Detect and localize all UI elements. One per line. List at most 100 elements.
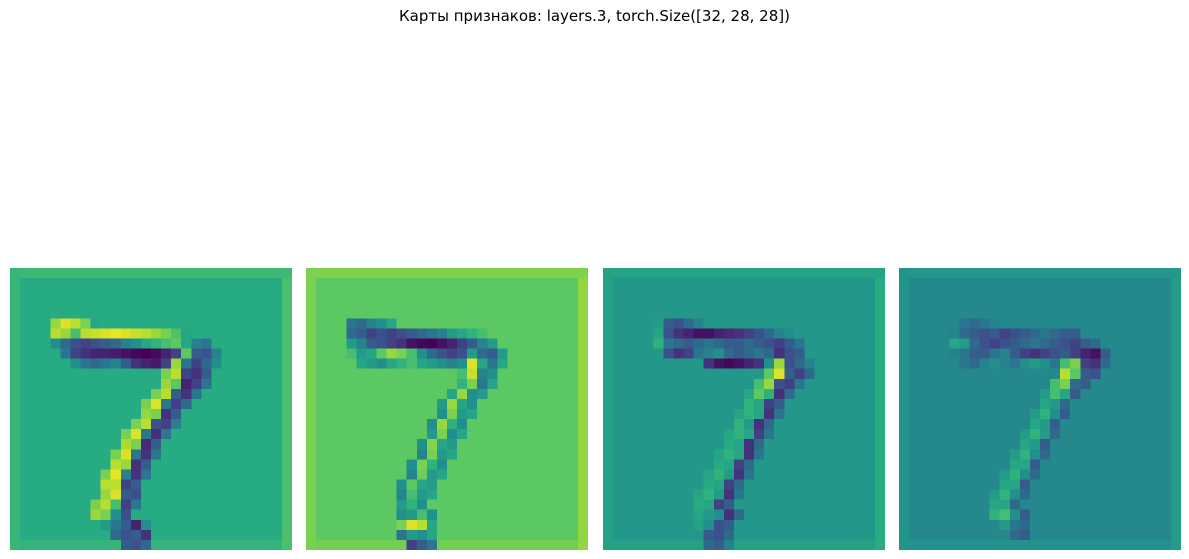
- heatmap-cell: [527, 419, 538, 430]
- heatmap-cell: [191, 509, 202, 520]
- heatmap-cell: [1170, 368, 1181, 379]
- heatmap-cell: [1070, 429, 1081, 440]
- heatmap-cell: [326, 388, 337, 400]
- heatmap-cell: [854, 338, 866, 349]
- heatmap-cell: [969, 519, 980, 531]
- heatmap-cell: [316, 439, 327, 450]
- heatmap-cell: [1170, 268, 1181, 279]
- heatmap-cell: [764, 388, 775, 400]
- heatmap-cell: [366, 439, 377, 450]
- heatmap-cell: [447, 348, 458, 359]
- heatmap-cell: [1050, 419, 1061, 430]
- heatmap-cell: [316, 539, 327, 550]
- heatmap-cell: [171, 449, 182, 460]
- heatmap-cell: [929, 459, 940, 470]
- heatmap-cell: [306, 328, 317, 339]
- heatmap-cell: [899, 338, 910, 349]
- heatmap-cell: [251, 409, 262, 420]
- heatmap-cell: [20, 298, 31, 309]
- heatmap-cell: [623, 328, 634, 339]
- heatmap-cell: [929, 298, 940, 309]
- heatmap-cell: [447, 288, 458, 299]
- heatmap-cell: [346, 308, 357, 319]
- heatmap-cell: [683, 539, 694, 550]
- heatmap-cell: [527, 398, 538, 410]
- heatmap-cell: [231, 489, 242, 500]
- heatmap-cell: [733, 308, 745, 319]
- heatmap-cell: [90, 509, 101, 520]
- heatmap-cell: [376, 469, 387, 480]
- heatmap-cell: [1040, 298, 1051, 309]
- heatmap-cell: [1009, 429, 1021, 440]
- heatmap-cell: [744, 278, 755, 289]
- heatmap-cell: [171, 298, 182, 309]
- heatmap-cell: [416, 469, 428, 480]
- heatmap-cell: [386, 429, 397, 440]
- heatmap-cell: [959, 368, 970, 379]
- heatmap-cell: [834, 439, 845, 450]
- heatmap-cell: [346, 288, 357, 299]
- heatmap-cell: [477, 298, 488, 309]
- heatmap-cell: [336, 268, 347, 279]
- heatmap-cell: [120, 328, 132, 339]
- heatmap-cell: [201, 489, 212, 500]
- heatmap-cell: [436, 459, 448, 470]
- heatmap-cell: [1150, 318, 1162, 329]
- heatmap-cell: [406, 419, 417, 430]
- heatmap-cell: [40, 519, 51, 531]
- heatmap-cell: [436, 499, 448, 510]
- heatmap-cell: [426, 278, 438, 289]
- heatmap-cell: [537, 479, 548, 490]
- heatmap-cell: [130, 499, 142, 510]
- heatmap-cell: [844, 509, 855, 520]
- heatmap-cell: [30, 268, 41, 279]
- heatmap-cell: [436, 278, 448, 289]
- heatmap-cell: [959, 539, 970, 550]
- heatmap-cell: [989, 338, 1000, 349]
- heatmap-cell: [959, 398, 970, 410]
- heatmap-cell: [271, 509, 283, 520]
- heatmap-cell: [261, 539, 273, 550]
- heatmap-cell: [366, 388, 377, 400]
- heatmap-cell: [567, 298, 579, 309]
- heatmap-cell: [814, 278, 825, 289]
- heatmap-cell: [376, 409, 387, 420]
- heatmap-cell: [653, 368, 664, 379]
- heatmap-cell: [171, 358, 182, 369]
- heatmap-cell: [909, 318, 920, 329]
- heatmap-cell: [613, 429, 624, 440]
- heatmap-cell: [663, 519, 674, 531]
- heatmap-cell: [1080, 459, 1091, 470]
- heatmap-cell: [824, 479, 835, 490]
- heatmap-cell: [477, 358, 488, 369]
- heatmap-cell: [191, 298, 202, 309]
- heatmap-cell: [201, 328, 212, 339]
- heatmap-cell: [10, 368, 21, 379]
- heatmap-cell: [603, 409, 614, 420]
- heatmap-cell: [1019, 419, 1031, 430]
- heatmap-cell: [436, 429, 448, 440]
- heatmap-cell: [643, 368, 654, 379]
- heatmap-cell: [834, 318, 845, 329]
- heatmap-cell: [211, 459, 222, 470]
- heatmap-cell: [316, 449, 327, 460]
- heatmap-cell: [1160, 449, 1172, 460]
- heatmap-cell: [517, 479, 528, 490]
- heatmap-cell: [140, 348, 152, 359]
- heatmap-cell: [784, 439, 795, 450]
- heatmap-cell: [1160, 469, 1172, 480]
- heatmap-cell: [989, 469, 1000, 480]
- heatmap-cell: [386, 419, 397, 430]
- heatmap-cell: [467, 529, 478, 541]
- heatmap-cell: [733, 338, 745, 349]
- heatmap-cell: [20, 338, 31, 349]
- heatmap-cell: [356, 529, 367, 541]
- heatmap-cell: [1070, 398, 1081, 410]
- heatmap-cell: [436, 358, 448, 369]
- heatmap-cell: [426, 398, 438, 410]
- heatmap-cell: [306, 388, 317, 400]
- heatmap-cell: [386, 489, 397, 500]
- heatmap-cell: [909, 439, 920, 450]
- heatmap-cell: [30, 318, 41, 329]
- heatmap-cell: [557, 338, 569, 349]
